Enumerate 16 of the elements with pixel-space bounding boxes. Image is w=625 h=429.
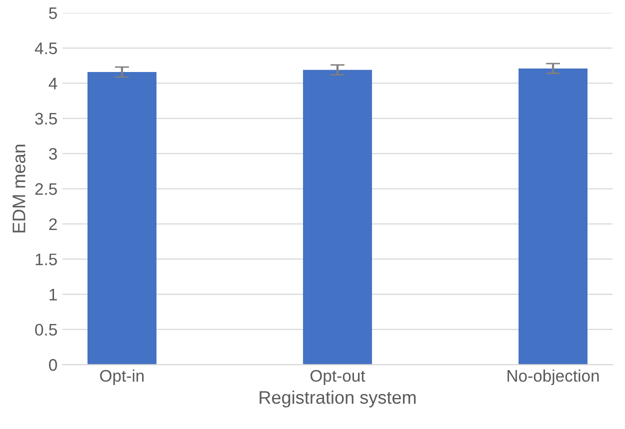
- x-axis-title: Registration system: [260, 390, 416, 408]
- y-tick-label: 4.5: [34, 42, 57, 54]
- x-tick-label: No-objection: [508, 370, 599, 386]
- y-tick-label: 1: [50, 288, 57, 300]
- y-tick-label: 0.5: [35, 324, 57, 336]
- y-tick-label: 4: [48, 78, 58, 90]
- y-tick-label: 1.5: [36, 254, 57, 266]
- y-tick-label: 0: [49, 359, 57, 371]
- x-tick-label: Opt-out: [310, 370, 366, 386]
- y-tick-label: 3.5: [35, 112, 57, 125]
- y-tick-label: 2.5: [35, 183, 57, 195]
- y-tick-label: 5: [49, 7, 57, 20]
- y-axis-title: EDM mean: [12, 144, 26, 232]
- y-tick-label: 3: [49, 148, 57, 160]
- x-tick-label: Opt-in: [100, 370, 144, 386]
- y-tick-label: 2: [49, 218, 57, 230]
